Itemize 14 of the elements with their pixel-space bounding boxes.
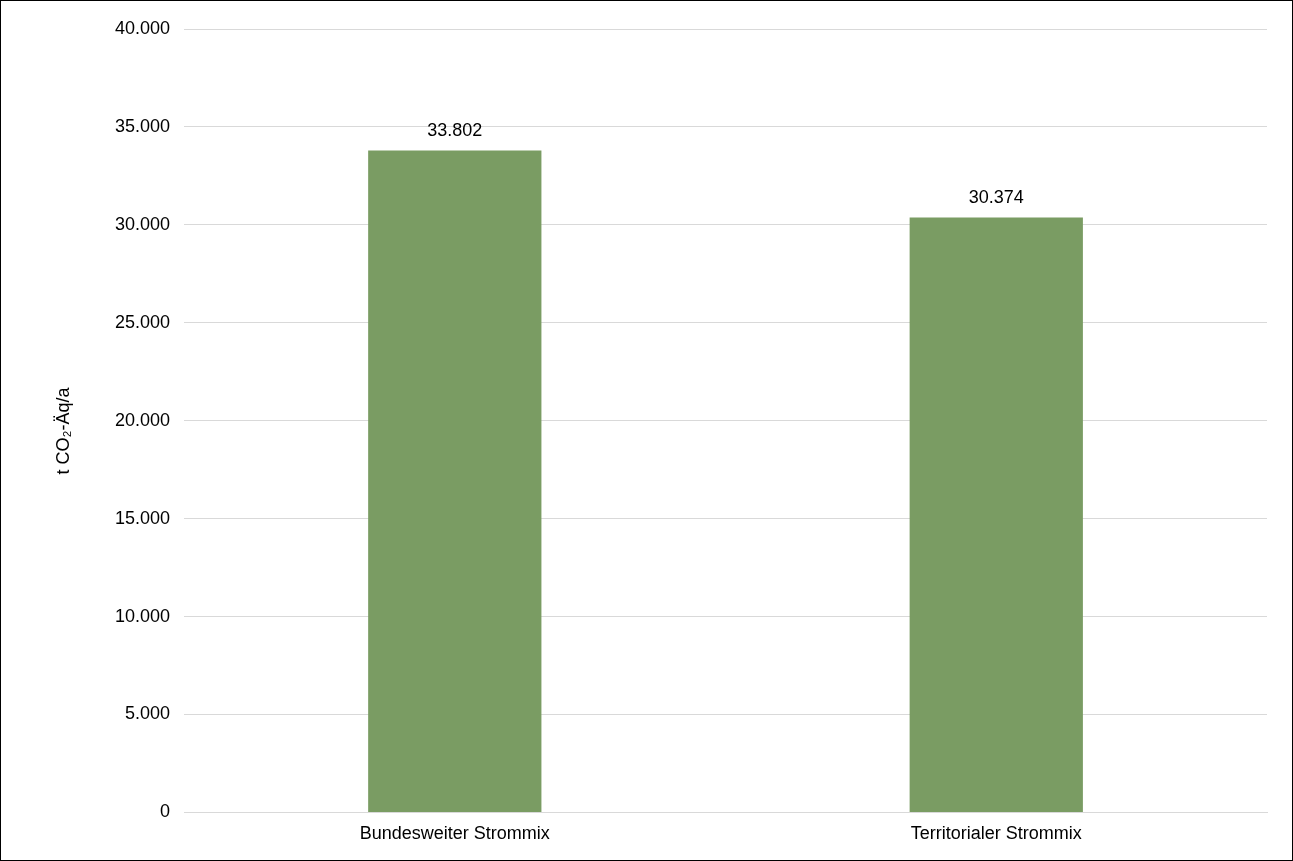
- x-tick-label: Bundesweiter Strommix: [359, 823, 550, 844]
- y-tick-label: 5.000: [125, 703, 171, 724]
- y-tick-label: 30.000: [114, 213, 171, 234]
- data-label: 33.802: [427, 120, 483, 141]
- y-tick-label: 20.000: [114, 409, 171, 430]
- y-tick-label: 15.000: [114, 507, 171, 528]
- y-tick-label: 0: [160, 801, 171, 822]
- x-tick-label: Territorialer Strommix: [910, 823, 1082, 844]
- y-tick-label: 25.000: [114, 311, 171, 332]
- y-tick-label: 10.000: [114, 605, 171, 626]
- y-tick-label: 35.000: [114, 115, 171, 136]
- y-axis-title: t CO₂-Äq/a: [52, 387, 74, 475]
- data-label: 30.374: [968, 187, 1024, 208]
- y-tick-label: 40.000: [114, 17, 171, 38]
